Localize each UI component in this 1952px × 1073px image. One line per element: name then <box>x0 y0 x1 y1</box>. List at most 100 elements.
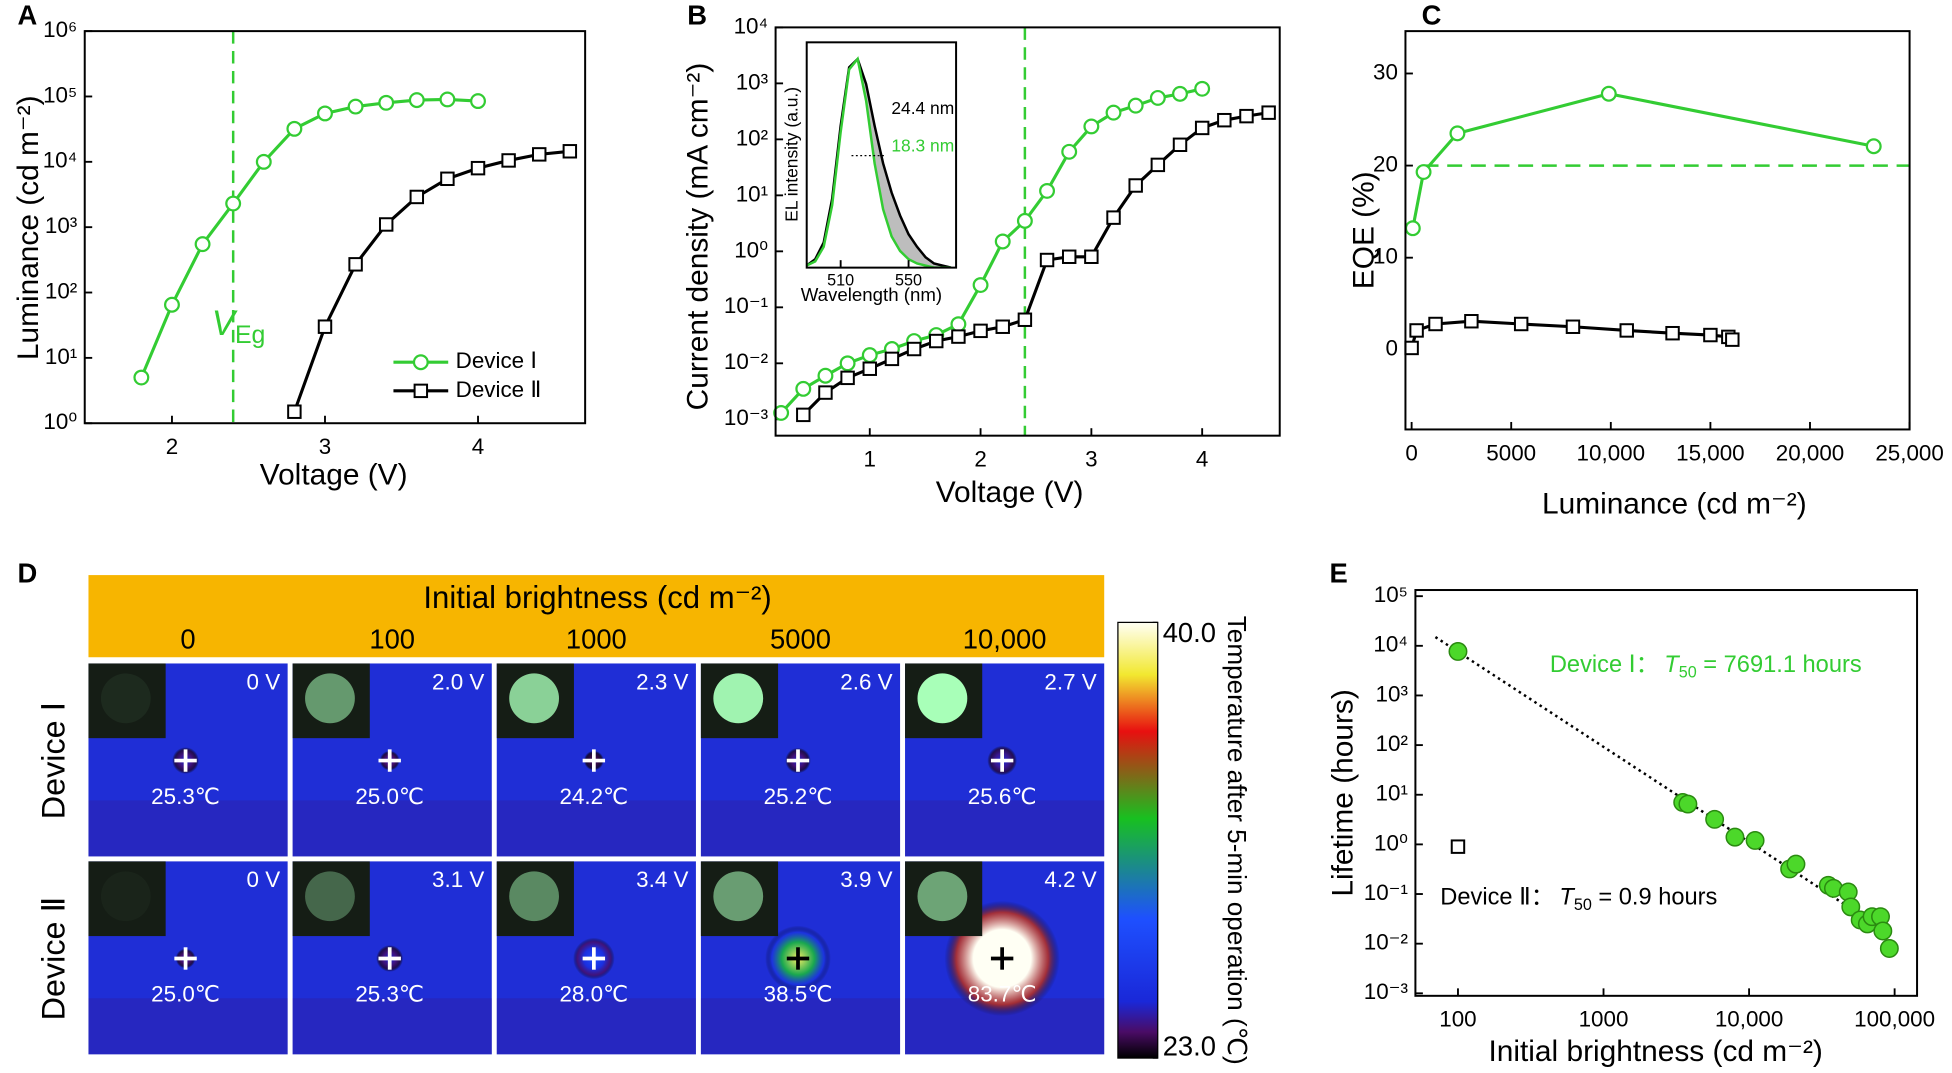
marker <box>818 385 833 400</box>
y-tick-label: 10⁻² <box>1364 930 1409 955</box>
marker <box>1105 104 1122 121</box>
inset-annotation: 24.4 nm <box>891 98 954 118</box>
marker <box>255 153 272 170</box>
x-tick-label: 2 <box>166 434 178 459</box>
x-axis-title: Initial brightness (cd m⁻²) <box>1488 1035 1822 1068</box>
photo-glow <box>101 871 151 921</box>
inset-annotation: 18.3 nm <box>891 135 954 155</box>
temperature-label: 25.6℃ <box>968 784 1037 809</box>
voltage-label: 0 V <box>247 669 281 694</box>
marker <box>862 361 877 376</box>
series-line <box>292 149 570 413</box>
marker <box>1039 182 1056 199</box>
y-tick-label: 10¹ <box>736 181 768 206</box>
marker <box>317 319 333 334</box>
y-tick-label: 10² <box>1376 731 1409 756</box>
marker <box>929 333 944 349</box>
annotation: Device Ⅱ： T50 = 0.9 hours <box>1440 885 1717 914</box>
marker <box>840 370 855 386</box>
colorbar-tick-label: 40.0 <box>1163 617 1216 648</box>
panel-letter: E <box>1330 557 1348 588</box>
inset-y-title: EL intensity (a.u.) <box>782 87 802 222</box>
marker <box>1786 854 1806 874</box>
marker <box>440 171 455 187</box>
thermal-shade <box>88 800 288 857</box>
marker <box>413 383 429 399</box>
header-band <box>88 575 1105 658</box>
marker <box>1865 138 1882 155</box>
marker <box>1172 137 1188 153</box>
marker <box>973 323 988 339</box>
header-title: Initial brightness (cd m⁻²) <box>423 580 771 615</box>
marker <box>1678 794 1698 814</box>
y-tick-label: 10⁰ <box>1374 830 1408 855</box>
voltage-label: 2.3 V <box>636 669 688 694</box>
plot-frame <box>1404 30 1911 431</box>
y-tick-label: 10⁻¹ <box>724 293 768 318</box>
marker <box>1150 157 1166 173</box>
marker <box>532 147 547 162</box>
x-tick-label: 550 <box>895 272 922 290</box>
y-tick-label: 10² <box>45 278 78 303</box>
marker <box>995 319 1010 334</box>
thermal-shade <box>292 800 492 857</box>
photo-inset <box>496 861 574 937</box>
y-tick-label: 30 <box>1373 59 1398 84</box>
marker <box>1016 212 1033 229</box>
voltage-label: 3.4 V <box>636 867 688 892</box>
plot-area <box>1410 92 1910 349</box>
panel-letter: C <box>1422 0 1442 31</box>
legend-label: Device Ⅰ <box>456 348 537 373</box>
plot-frame <box>774 26 1281 437</box>
marker <box>470 160 486 176</box>
thermal-shade <box>700 800 901 857</box>
x-tick-label: 1000 <box>1579 1007 1629 1032</box>
colorbar-tick-label: 23.0 <box>1163 1030 1216 1061</box>
voltage-label: 2.6 V <box>840 669 892 694</box>
annotation-symbol: T <box>1559 885 1575 911</box>
marker <box>408 92 425 109</box>
x-tick-label: 3 <box>319 434 331 459</box>
photo-glow <box>509 673 559 724</box>
marker <box>1841 897 1861 917</box>
marker <box>1409 323 1424 338</box>
annotation-prefix: Device Ⅰ： <box>1550 652 1659 678</box>
annotation-symbol: T <box>1664 652 1680 678</box>
panel-letter: B <box>687 0 707 31</box>
voltage-label: 3.9 V <box>840 867 892 892</box>
y-tick-label: 10⁴ <box>1373 632 1408 657</box>
x-tick-label: 5000 <box>1486 440 1536 465</box>
marker <box>439 91 456 108</box>
marker <box>1194 120 1210 136</box>
colorbar <box>1117 621 1159 1059</box>
marker <box>906 341 922 357</box>
colorbar-title: Temperature after 5-min operation (℃) <box>1222 616 1252 1065</box>
marker <box>1083 118 1100 135</box>
x-tick-label: 4 <box>1196 446 1208 471</box>
y-tick-label: 0 <box>1386 336 1398 361</box>
annotation-sub: 50 <box>1679 664 1697 682</box>
y-tick-label: 10² <box>736 125 769 150</box>
marker <box>1725 332 1740 347</box>
marker <box>1725 827 1745 847</box>
marker <box>1449 125 1466 142</box>
marker <box>1464 314 1479 329</box>
marker <box>1448 642 1468 661</box>
y-axis-title: Luminance (cd m⁻²) <box>12 95 45 360</box>
marker <box>950 316 967 333</box>
marker <box>795 380 812 397</box>
marker <box>163 296 180 313</box>
marker <box>1705 809 1725 829</box>
temperature-label: 25.0℃ <box>355 784 424 809</box>
marker <box>348 257 363 272</box>
series-line <box>802 111 1269 416</box>
annotation-prefix: Device Ⅱ： <box>1440 885 1554 911</box>
photo-glow <box>917 871 968 922</box>
series-line <box>139 97 479 379</box>
marker <box>287 404 302 419</box>
legend-label: Device Ⅱ <box>456 377 542 402</box>
marker <box>347 98 364 115</box>
y-tick-label: 10⁵ <box>1374 582 1408 607</box>
x-tick-label: 2 <box>974 446 986 471</box>
thermal-shade <box>292 998 492 1055</box>
